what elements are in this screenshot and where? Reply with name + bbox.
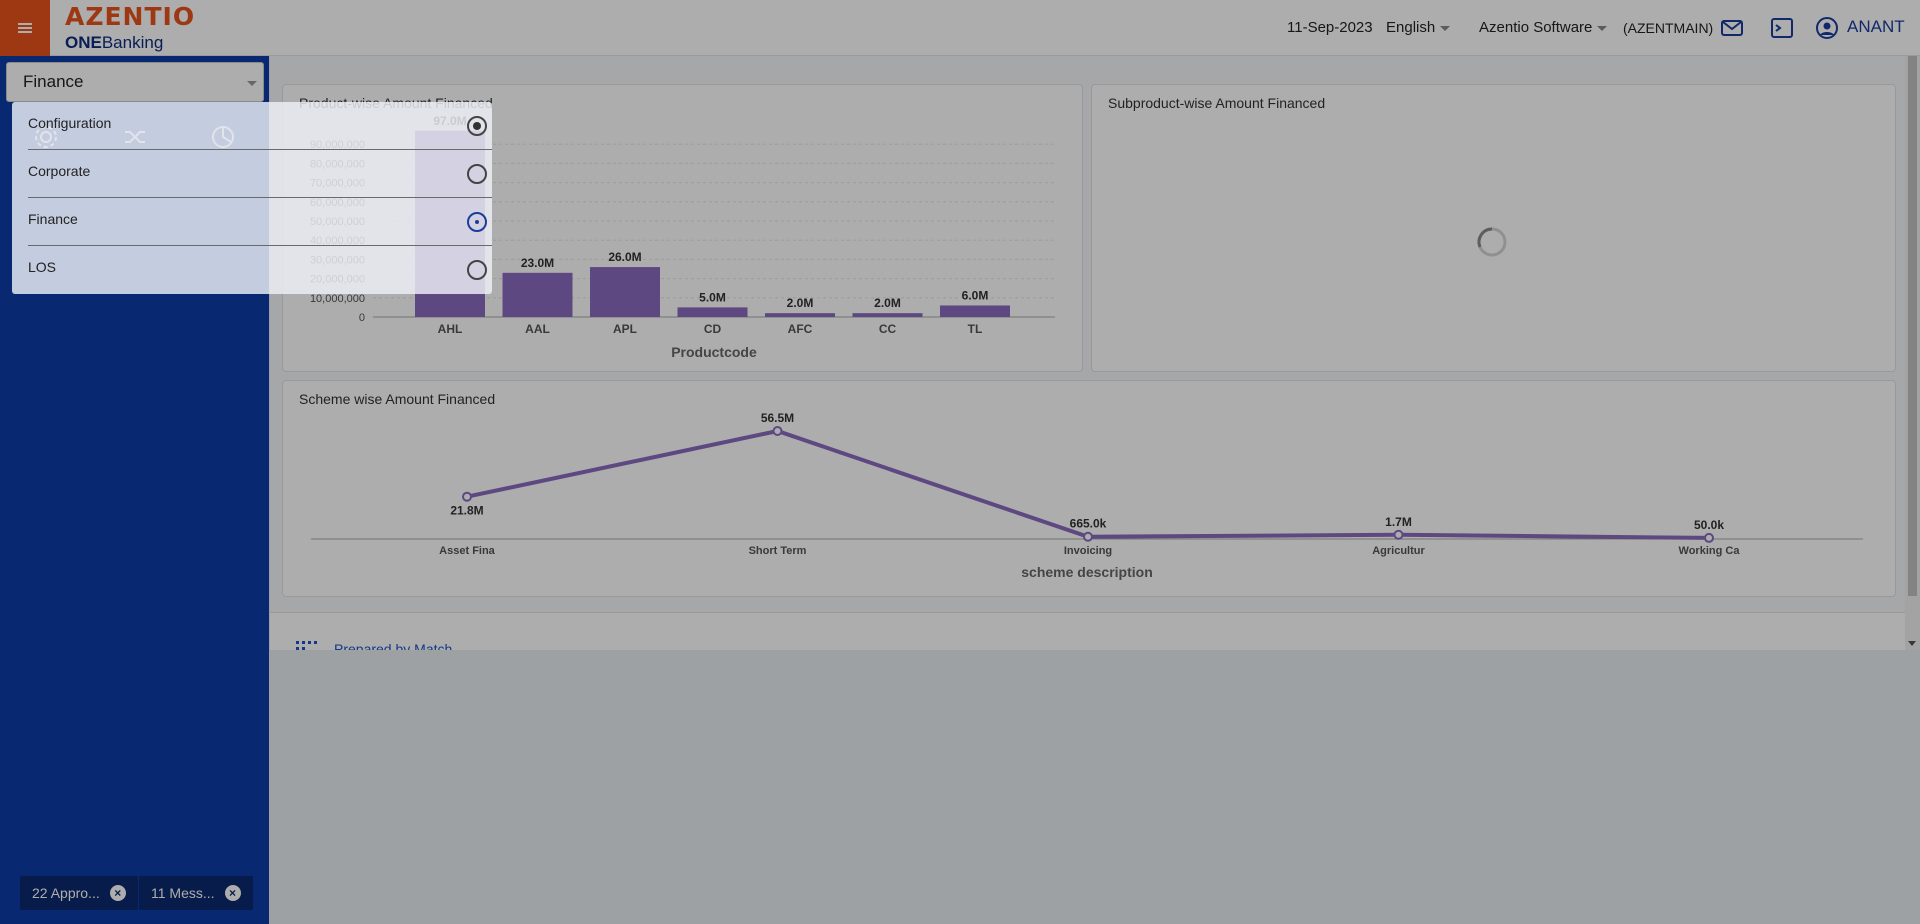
app-option-label: Configuration <box>28 115 112 131</box>
empty-area <box>270 650 1920 924</box>
x-tick-label: CD <box>704 322 722 336</box>
close-icon[interactable]: × <box>224 885 241 901</box>
line-point[interactable] <box>1083 531 1093 542</box>
line-point[interactable] <box>772 426 783 436</box>
scrollbar-thumb[interactable] <box>1908 56 1917 596</box>
bar[interactable] <box>765 313 835 317</box>
bar[interactable] <box>940 305 1010 317</box>
point-data-label: 50.0k <box>1694 518 1724 532</box>
y-tick-label: 0 <box>359 312 365 324</box>
point-data-label: 665.0k <box>1070 517 1107 531</box>
logo-sub-rest: Banking <box>101 33 164 52</box>
x-tick-label: TL <box>968 322 983 336</box>
scroll-down-arrow-icon[interactable] <box>1908 641 1916 646</box>
x-axis-label: Productcode <box>671 344 757 360</box>
app-option-finance[interactable]: Finance <box>28 198 492 246</box>
bar-data-label: 23.0M <box>521 256 554 270</box>
bar-data-label: 2.0M <box>787 296 814 310</box>
language-dropdown[interactable]: English <box>1386 19 1451 36</box>
scheme-line-chart: 21.8M Asset Fina 56.5M Short Term 665.0k Invo… <box>311 411 1863 580</box>
x-tick-label: Invoicing <box>1064 545 1112 557</box>
app-option-corporate[interactable]: Corporate <box>28 150 492 198</box>
logo-sub: ONEBanking <box>65 33 195 53</box>
radio-button[interactable] <box>467 260 487 280</box>
app-option-configuration[interactable]: Configuration <box>28 102 492 150</box>
point-data-label: 56.5M <box>761 411 794 425</box>
app-option-los[interactable]: LOS <box>28 246 492 294</box>
logo: AZENTIO ONEBanking <box>65 2 195 53</box>
messages-chip[interactable]: 11 Mess... × <box>139 876 253 910</box>
chevron-down-icon <box>1440 25 1451 31</box>
bar[interactable] <box>590 267 660 317</box>
loading-spinner-icon <box>1477 227 1507 257</box>
top-header: AZENTIO ONEBanking 11-Sep-2023 English A… <box>0 0 1920 56</box>
chevron-down-icon <box>247 81 257 86</box>
main-scrollbar[interactable] <box>1905 56 1920 650</box>
app-option-label: Finance <box>28 211 78 227</box>
bar-data-label: 6.0M <box>962 288 989 302</box>
bar[interactable] <box>677 307 748 317</box>
bottom-card: Prepared by Match <box>270 612 1905 651</box>
close-icon[interactable]: × <box>109 885 126 901</box>
point-data-label: 1.7M <box>1385 515 1412 529</box>
line-point[interactable] <box>462 491 472 502</box>
scheme-chart-card: Scheme wise Amount Financed 21.8M Asset F… <box>282 380 1896 597</box>
card-title: Subproduct-wise Amount Financed <box>1108 95 1326 111</box>
chevron-down-icon <box>1597 25 1608 31</box>
subproduct-chart-card: Subproduct-wise Amount Financed <box>1091 84 1896 372</box>
approvals-chip-label: 22 Appro... <box>32 885 100 901</box>
application-menu-popup: Configuration Corporate Finance LOS <box>12 102 492 294</box>
bar-data-label: 26.0M <box>608 250 641 264</box>
hamburger-icon <box>18 27 32 29</box>
x-tick-label: CC <box>879 322 897 336</box>
x-tick-label: Working Ca <box>1679 545 1741 557</box>
company-label: Azentio Software <box>1479 19 1593 36</box>
logo-main: AZENTIO <box>65 2 196 31</box>
company-dropdown[interactable]: Azentio Software <box>1479 19 1608 36</box>
point-data-label: 21.8M <box>450 504 483 518</box>
application-select-value: Finance <box>23 72 84 91</box>
language-label: English <box>1386 19 1436 36</box>
x-tick-label: Asset Fina <box>439 545 496 557</box>
app-option-label: LOS <box>28 259 57 275</box>
logo-sub-bold: ONE <box>65 33 102 52</box>
hamburger-menu-button[interactable] <box>0 0 50 56</box>
business-date: 11-Sep-2023 <box>1287 19 1373 36</box>
approvals-chip[interactable]: 22 Appro... × <box>20 876 138 910</box>
card-title: Scheme wise Amount Financed <box>299 391 496 407</box>
x-tick-label: APL <box>613 322 637 336</box>
mail-icon[interactable] <box>1720 16 1744 40</box>
bar-data-label: 5.0M <box>699 290 726 304</box>
branch-label: (AZENTMAIN) <box>1623 20 1714 36</box>
grid-icon <box>296 641 317 650</box>
x-tick-label: AHL <box>438 322 463 336</box>
x-tick-label: Agricultur <box>1372 545 1425 557</box>
application-select[interactable]: Finance <box>6 62 264 102</box>
x-tick-label: AAL <box>525 322 550 336</box>
x-tick-label: AFC <box>788 322 813 336</box>
bar[interactable] <box>502 272 573 317</box>
user-avatar-icon[interactable] <box>1815 16 1839 40</box>
bar[interactable] <box>852 313 923 317</box>
radio-button[interactable] <box>467 116 487 136</box>
messages-chip-label: 11 Mess... <box>151 885 215 901</box>
x-tick-label: Short Term <box>749 545 807 557</box>
terminal-icon[interactable] <box>1770 16 1794 40</box>
bar-data-label: 2.0M <box>874 296 901 310</box>
y-tick-label: 10,000,000 <box>310 293 365 305</box>
line-point[interactable] <box>1393 529 1404 540</box>
line-point[interactable] <box>1704 532 1714 543</box>
x-axis-label: scheme description <box>1021 564 1153 580</box>
user-name[interactable]: ANANT <box>1847 17 1905 36</box>
bottom-card-title[interactable]: Prepared by Match <box>334 641 453 651</box>
app-option-label: Corporate <box>28 163 91 179</box>
radio-button[interactable] <box>467 212 487 232</box>
radio-button[interactable] <box>467 164 487 184</box>
